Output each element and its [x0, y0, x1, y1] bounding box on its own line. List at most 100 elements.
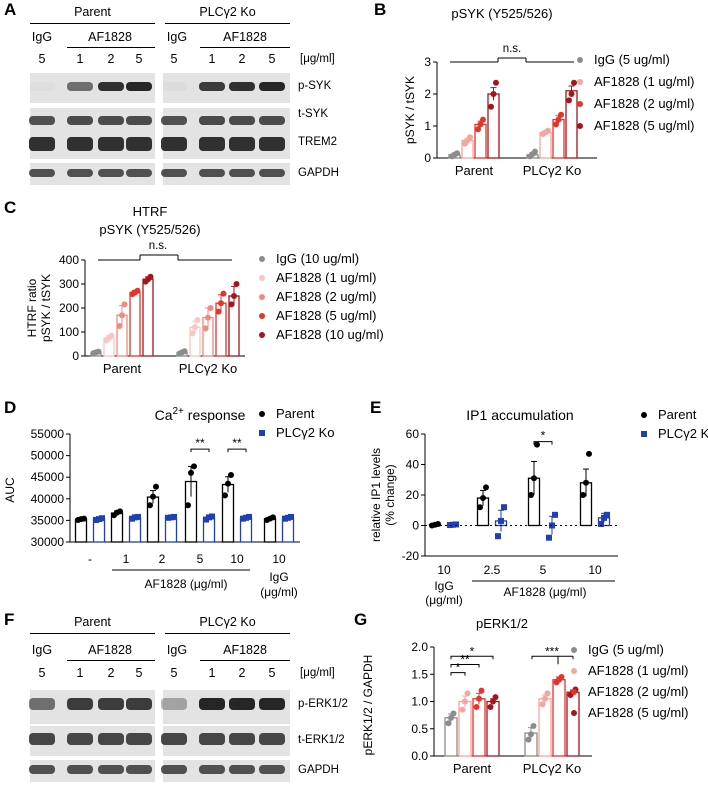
G-title: pERK1/2 [476, 616, 528, 631]
G-legend-marker-0 [571, 647, 577, 653]
blot-group-ko: PLCγ2 Ko [199, 5, 256, 19]
D-sig-bracket-0 [190, 448, 210, 453]
E-legend-label-0: Parent [658, 407, 697, 422]
blot-a-svg-band-r2-l0 [29, 137, 55, 151]
blot-f-svg-band-r2-l7 [259, 765, 285, 774]
blot-a-dose-2: 2 [107, 52, 115, 66]
E-igg-label-2: (μg/ml) [425, 593, 463, 607]
blot-f-svg-band-r1-l6 [229, 733, 255, 745]
D-point-3-0-2 [191, 463, 197, 470]
blot-a-svg-band-r1-l6 [229, 116, 255, 125]
E-ytick-label-0: -20 [402, 549, 420, 563]
G-point-1-0-0 [525, 736, 532, 743]
C-point-0-4-2 [147, 273, 154, 280]
D-igg-label-1: IgG [269, 570, 288, 584]
G-bar-1-1 [538, 698, 552, 757]
C-point-1-4-0 [228, 301, 235, 308]
D-bar-2-1 [164, 516, 178, 543]
E-ytick-label-3: 40 [406, 458, 420, 472]
C-group-label-1: PLCγ2 Ko [179, 361, 238, 376]
C-point-0-0-2 [95, 348, 102, 355]
blot-a-svg-band-r3-l0 [29, 169, 55, 177]
blot-f-svg-band-r2-l2 [98, 765, 124, 774]
C-ns-label: n.s. [149, 240, 168, 252]
G-ylabel: pERK1/2 / GAPDH [361, 655, 375, 756]
blot-f-svg-band-r0-l6 [229, 698, 255, 710]
blot-a-svg-band-r3-l3 [126, 169, 152, 177]
B-ns-bracket [450, 57, 574, 63]
E-xgroup-label: AF1828 (μg/ml) [504, 585, 587, 599]
blot-a-svg-band-r2-l6 [229, 137, 255, 151]
C-point-0-3-2 [134, 287, 141, 294]
C-point-1-4-1 [231, 293, 237, 299]
C-point-1-3-2 [220, 290, 227, 297]
blot-row-label-tsyk: t-SYK [298, 108, 329, 120]
blot-a-svg-band-r1-l1 [67, 116, 93, 125]
G-sig-bracket-parent-2 [450, 655, 494, 660]
E-ytick-label-1: 0 [412, 519, 419, 533]
E-point-1-1-1 [498, 517, 504, 524]
B-bar-0-3 [487, 93, 500, 159]
C-title: HTRF [133, 204, 168, 219]
D-point-4-0-0 [222, 492, 228, 499]
blot-a-svg-band-r0-l4 [161, 82, 187, 91]
E-igg-label-1: IgG [434, 579, 453, 593]
panel-letter-d: D [4, 398, 17, 417]
blot-a-dose-3: 5 [135, 52, 143, 66]
B-point-1-2-0 [553, 121, 559, 128]
blot-a-svg-band-r0-l6 [229, 82, 255, 91]
blot-unit-label: [μg/ml] [300, 53, 335, 65]
D-legend-marker-0 [259, 411, 265, 417]
B-title: pSYK (Y525/526) [451, 6, 552, 21]
E-point-1-0-0 [477, 504, 483, 511]
blot-f-svg-band-r1-l1 [67, 733, 93, 745]
blot-f-bands [29, 698, 285, 774]
G-point-1-0-2 [530, 723, 537, 730]
blot-f-svg-band-r2-l3 [126, 765, 152, 774]
panel-a: A Parent PLCγ2 Ko IgG AF1828 IgG AF1828 … [0, 0, 345, 190]
blot-f-svg-band-r0-l4 [161, 698, 187, 710]
G-point-1-1-0 [539, 701, 546, 708]
B-legend-marker-1 [577, 79, 583, 85]
B-point-0-2-1 [477, 121, 484, 128]
blot-a-dose-1: 1 [76, 52, 84, 66]
E-point-2-1-2 [552, 511, 558, 518]
C-subtitle: pSYK (Y525/526) [99, 222, 200, 237]
G-point-1-1-1 [542, 695, 548, 702]
D-point-1-0-2 [117, 508, 123, 515]
G-point-1-1-2 [544, 690, 551, 697]
D-ytick-label-0: 30000 [31, 535, 65, 549]
blot-f-dose-6: 2 [238, 666, 246, 680]
B-point-1-3-2 [571, 79, 577, 86]
chart-g: 0.0 0.5 1.0 1.5 2.0 Parent PLCγ2 Ko IgG (5 ug/m… [361, 616, 688, 776]
panel-d: D 30000 35000 40000 45000 50000 55000 - 1 2 5 10 10… [0, 398, 360, 599]
D-cat-label-2: 2 [159, 552, 166, 566]
D-sig-label-1: ** [232, 436, 242, 450]
C-legend-marker-1 [259, 275, 265, 281]
panel-b: B 0 1 2 3 Parent PLCγ2 Ko IgG (5 ug/ml) AF1828 … [352, 0, 708, 195]
B-point-1-3-0 [566, 97, 572, 104]
B-point-0-1-2 [467, 134, 473, 141]
panel-letter-b: B [374, 0, 387, 19]
E-point-2-0-1 [531, 475, 537, 482]
B-ylabel: pSYK / tSYK [403, 76, 417, 144]
B-ytick-label-3: 3 [424, 55, 431, 69]
blot-f-svg-band-r0-l2 [98, 698, 124, 710]
C-point-0-1-2 [108, 332, 115, 339]
D-ytick-label-1: 35000 [31, 513, 65, 527]
C-legend-label-1: AF1828 (1 ug/ml) [276, 270, 376, 285]
C-ytick-label-2: 200 [59, 301, 79, 315]
G-ytick-label-0: 0.0 [411, 749, 428, 763]
blot-f-svg-band-r1-l5 [199, 733, 225, 745]
C-legend-label-3: AF1828 (5 ug/ml) [276, 308, 376, 323]
E-point-1-1-2 [501, 504, 507, 511]
blot-f-group-line-parent [30, 633, 155, 634]
G-ytick-label-2: 1.0 [411, 695, 428, 709]
G-group-label-0: Parent [453, 761, 492, 776]
blot-f-svg-band-r1-l4 [161, 733, 187, 745]
blot-f-dose-3: 5 [135, 666, 143, 680]
blot-a-svg-band-r2-l2 [98, 137, 124, 151]
C-ns-bracket [98, 254, 232, 261]
blot-a-svg-band-r0-l7 [259, 82, 285, 91]
C-point-1-1-0 [189, 330, 196, 337]
